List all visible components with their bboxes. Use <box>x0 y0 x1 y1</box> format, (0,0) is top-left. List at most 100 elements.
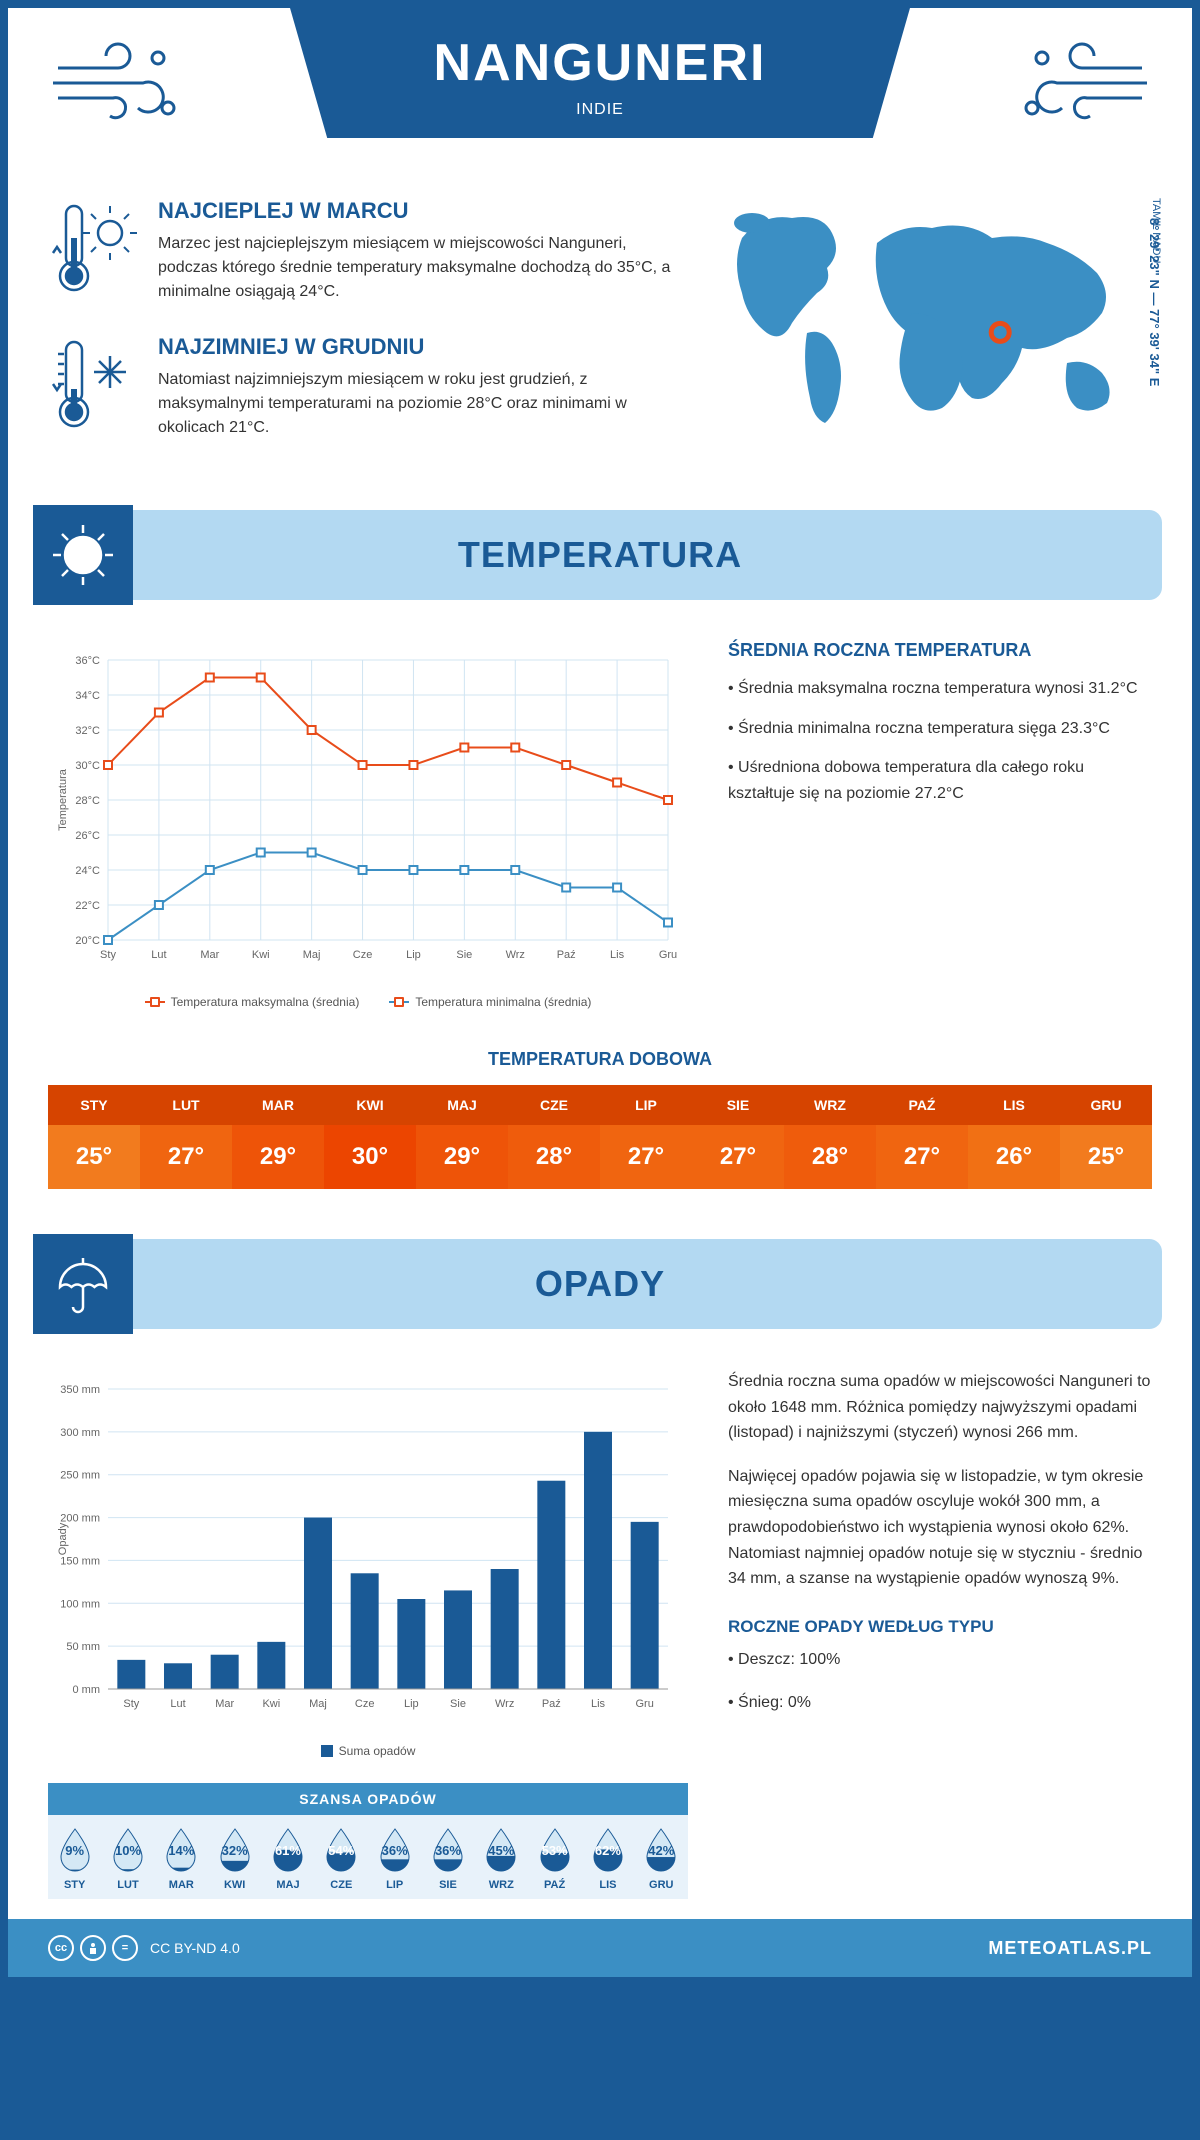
daily-month: WRZ <box>784 1085 876 1125</box>
sun-icon <box>33 505 133 605</box>
daily-value: 27° <box>140 1125 232 1189</box>
warmest-text: Marzec jest najcieplejszym miesiącem w m… <box>158 232 682 304</box>
daily-month: LUT <box>140 1085 232 1125</box>
svg-text:36°C: 36°C <box>75 655 100 667</box>
svg-text:Paź: Paź <box>557 949 576 961</box>
location-country: INDIE <box>290 101 910 119</box>
svg-text:22°C: 22°C <box>75 900 100 912</box>
svg-text:20°C: 20°C <box>75 935 100 947</box>
infographic-page: NANGUNERI INDIE <box>0 0 1200 1985</box>
daily-value: 27° <box>692 1125 784 1189</box>
daily-month: MAR <box>232 1085 324 1125</box>
chance-month: PAŹ <box>528 1879 581 1891</box>
svg-text:Sty: Sty <box>123 1698 139 1710</box>
chance-cell: 53% PAŹ <box>528 1827 581 1891</box>
chance-month: LUT <box>101 1879 154 1891</box>
precip-type-title: ROCZNE OPADY WEDŁUG TYPU <box>728 1617 1152 1637</box>
temperature-chart: 20°C22°C24°C26°C28°C30°C32°C34°C36°CStyL… <box>48 640 688 1009</box>
daily-value: 30° <box>324 1125 416 1189</box>
daily-value: 29° <box>232 1125 324 1189</box>
precip-rain: • Deszcz: 100% <box>728 1647 1152 1673</box>
chance-month: WRZ <box>475 1879 528 1891</box>
svg-text:Maj: Maj <box>303 949 321 961</box>
daily-temp-table: STYLUTMARKWIMAJCZELIPSIEWRZPAŹLISGRU25°2… <box>48 1085 1152 1189</box>
svg-text:28°C: 28°C <box>75 795 100 807</box>
chance-value: 53% <box>542 1843 568 1858</box>
daily-month: MAJ <box>416 1085 508 1125</box>
svg-text:34°C: 34°C <box>75 690 100 702</box>
header: NANGUNERI INDIE <box>8 8 1192 188</box>
svg-text:250 mm: 250 mm <box>60 1470 100 1482</box>
svg-text:Lip: Lip <box>404 1698 419 1710</box>
chance-cell: 14% MAR <box>155 1827 208 1891</box>
world-map <box>712 198 1152 438</box>
chance-value: 42% <box>648 1843 674 1858</box>
chance-month: MAR <box>155 1879 208 1891</box>
wind-icon <box>48 38 188 133</box>
daily-value: 25° <box>48 1125 140 1189</box>
coordinates: 8° 29' 23" N — 77° 39' 34" E <box>1147 218 1162 386</box>
chance-cell: 36% LIP <box>368 1827 421 1891</box>
svg-text:0 mm: 0 mm <box>73 1684 101 1696</box>
chance-cell: 10% LUT <box>101 1827 154 1891</box>
chance-value: 9% <box>65 1843 84 1858</box>
daily-value: 27° <box>600 1125 692 1189</box>
chance-month: LIP <box>368 1879 421 1891</box>
location-title: NANGUNERI <box>290 33 910 93</box>
daily-value: 29° <box>416 1125 508 1189</box>
drop-icon: 36% <box>428 1827 468 1873</box>
svg-text:Lis: Lis <box>610 949 625 961</box>
precipitation-title: OPADY <box>38 1263 1162 1305</box>
svg-text:Sie: Sie <box>456 949 472 961</box>
chance-box: SZANSA OPADÓW 9% STY <box>48 1783 688 1899</box>
svg-text:Temperatura: Temperatura <box>57 768 69 831</box>
svg-text:200 mm: 200 mm <box>60 1513 100 1525</box>
drop-icon: 45% <box>481 1827 521 1873</box>
daily-month: LIP <box>600 1085 692 1125</box>
thermometer-cold-icon <box>48 334 138 440</box>
nd-icon: = <box>112 1935 138 1961</box>
coldest-block: NAJZIMNIEJ W GRUDNIU Natomiast najzimnie… <box>48 334 682 440</box>
chance-month: KWI <box>208 1879 261 1891</box>
license-text: CC BY-ND 4.0 <box>150 1940 240 1956</box>
precip-text1: Średnia roczna suma opadów w miejscowośc… <box>728 1369 1152 1446</box>
temperature-info: ŚREDNIA ROCZNA TEMPERATURA • Średnia mak… <box>728 640 1152 1009</box>
chance-cell: 9% STY <box>48 1827 101 1891</box>
chance-month: CZE <box>315 1879 368 1891</box>
daily-temp-title: TEMPERATURA DOBOWA <box>8 1049 1192 1070</box>
chance-cell: 42% GRU <box>635 1827 688 1891</box>
precipitation-left: 0 mm50 mm100 mm150 mm200 mm250 mm300 mm3… <box>48 1369 688 1899</box>
chance-value: 36% <box>435 1843 461 1858</box>
precipitation-body: 0 mm50 mm100 mm150 mm200 mm250 mm300 mm3… <box>8 1329 1192 1919</box>
footer: cc = CC BY-ND 4.0 METEOATLAS.PL <box>8 1919 1192 1977</box>
cc-icon: cc <box>48 1935 74 1961</box>
daily-month: SIE <box>692 1085 784 1125</box>
chance-cell: 61% MAJ <box>261 1827 314 1891</box>
svg-text:Mar: Mar <box>200 949 219 961</box>
annual-temp-b2: • Średnia minimalna roczna temperatura s… <box>728 716 1152 742</box>
daily-value: 27° <box>876 1125 968 1189</box>
precipitation-info: Średnia roczna suma opadów w miejscowośc… <box>728 1369 1152 1899</box>
by-icon <box>80 1935 106 1961</box>
temperature-title: TEMPERATURA <box>38 534 1162 576</box>
svg-text:100 mm: 100 mm <box>60 1598 100 1610</box>
svg-text:Kwi: Kwi <box>262 1698 280 1710</box>
precip-snow: • Śnieg: 0% <box>728 1690 1152 1716</box>
chance-value: 45% <box>488 1843 514 1858</box>
svg-text:350 mm: 350 mm <box>60 1384 100 1396</box>
drop-icon: 62% <box>588 1827 628 1873</box>
svg-text:Lis: Lis <box>591 1698 606 1710</box>
precipitation-legend: Suma opadów <box>48 1744 688 1758</box>
chance-value: 36% <box>382 1843 408 1858</box>
svg-text:Mar: Mar <box>215 1698 234 1710</box>
drop-icon: 54% <box>321 1827 361 1873</box>
drop-icon: 14% <box>161 1827 201 1873</box>
svg-text:32°C: 32°C <box>75 725 100 737</box>
footer-site: METEOATLAS.PL <box>988 1938 1152 1959</box>
warmest-title: NAJCIEPLEJ W MARCU <box>158 198 682 224</box>
annual-temp-b3: • Uśredniona dobowa temperatura dla całe… <box>728 755 1152 806</box>
svg-text:Cze: Cze <box>353 949 373 961</box>
daily-month: KWI <box>324 1085 416 1125</box>
temperature-section-header: TEMPERATURA <box>38 510 1162 600</box>
precipitation-chart: 0 mm50 mm100 mm150 mm200 mm250 mm300 mm3… <box>48 1369 688 1729</box>
